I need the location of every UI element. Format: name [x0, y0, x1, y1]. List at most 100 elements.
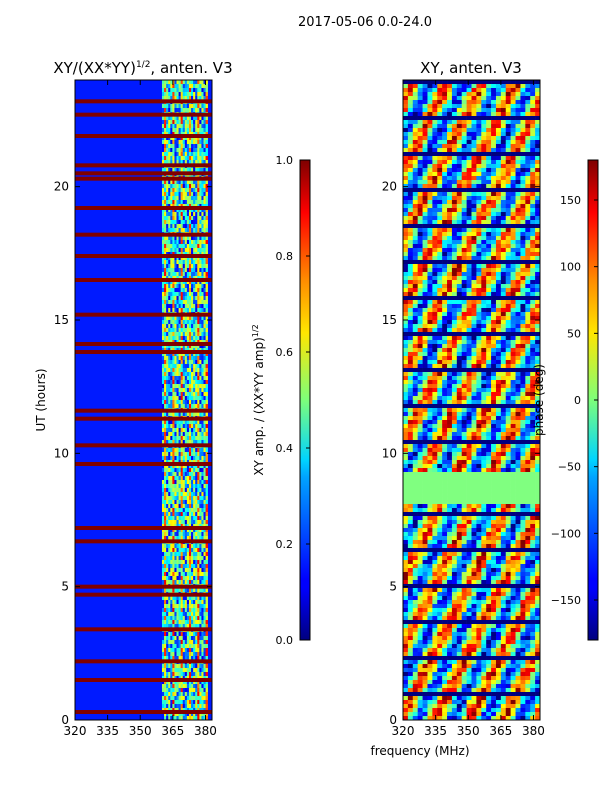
amplitude-cell [205, 632, 208, 637]
phase-cell [407, 256, 414, 261]
amplitude-cell [186, 596, 190, 601]
phase-cell [515, 276, 521, 281]
amplitude-cell [164, 656, 167, 661]
amplitude-cell [184, 420, 188, 425]
amplitude-cell [164, 616, 167, 621]
amplitude-cell [172, 180, 175, 185]
phase-cell [407, 216, 414, 221]
amplitude-cell [170, 436, 173, 441]
amplitude-cell [199, 272, 202, 277]
phase-cell [432, 200, 438, 205]
amplitude-cell [161, 448, 165, 453]
amplitude-cell [203, 420, 206, 425]
amplitude-cell [161, 652, 165, 657]
amplitude-cell [195, 368, 198, 373]
amplitude-cell [193, 556, 196, 561]
amplitude-cell [180, 656, 184, 661]
amplitude-cell [191, 228, 194, 233]
amplitude-cell [195, 636, 198, 641]
amplitude-cell [191, 120, 194, 125]
amplitude-cell [205, 260, 208, 265]
amplitude-cell [199, 364, 202, 369]
amplitude-cell [191, 652, 194, 657]
phase-cell [432, 196, 438, 201]
amplitude-cell [197, 496, 200, 501]
amplitude-cell [201, 296, 204, 301]
amplitude-cell [166, 116, 169, 121]
amplitude-cell [172, 512, 175, 517]
amplitude-cell [182, 664, 186, 669]
amplitude-cell [182, 624, 186, 629]
phase-cell [466, 244, 472, 249]
amplitude-cell [188, 480, 192, 485]
amplitude-cell [201, 588, 204, 593]
phase-cell [486, 180, 492, 185]
amplitude-cell [180, 536, 184, 541]
amplitude-cell [172, 448, 175, 453]
amplitude-cell [205, 332, 208, 337]
amplitude-cell [193, 568, 196, 573]
amplitude-cell [180, 668, 184, 673]
phase-cell [495, 216, 502, 221]
phase-cell [461, 212, 467, 217]
amplitude-cell [178, 600, 181, 605]
amplitude-cell [186, 536, 190, 541]
amplitude-cell [178, 412, 181, 417]
amplitude-cell [172, 80, 175, 85]
phase-cell [515, 236, 521, 241]
amplitude-cell [180, 156, 184, 161]
amplitude-cell [193, 424, 196, 429]
phase-cell [427, 108, 433, 113]
amplitude-cell [178, 128, 181, 133]
amplitude-cell [174, 608, 177, 613]
phase-cell [451, 108, 458, 113]
amplitude-cell [186, 492, 190, 497]
amplitude-cell [186, 356, 190, 361]
phase-cell [447, 156, 453, 161]
amplitude-cell [197, 640, 200, 645]
amplitude-cell [176, 516, 179, 521]
amplitude-cell [170, 556, 173, 561]
phase-cell [535, 136, 541, 141]
amplitude-cell [168, 608, 171, 613]
phase-cell [486, 272, 492, 277]
amplitude-cell [203, 484, 206, 489]
amplitude-cell [195, 496, 198, 501]
amplitude-cell [197, 532, 200, 537]
amplitude-cell [174, 328, 177, 333]
amplitude-cell [203, 712, 206, 717]
phase-cell [505, 256, 511, 261]
amplitude-cell [201, 508, 204, 513]
phase-cell [481, 88, 487, 93]
phase-cell [447, 188, 453, 193]
amplitude-cell [205, 296, 208, 301]
amplitude-cell [166, 104, 169, 109]
amplitude-cell [170, 228, 173, 233]
phase-cell [427, 232, 433, 237]
amplitude-cell [197, 608, 200, 613]
amplitude-cell [182, 288, 186, 293]
amplitude-cell [182, 668, 186, 673]
amplitude-cell [176, 684, 179, 689]
amplitude-cell [178, 104, 181, 109]
amplitude-cell [180, 576, 184, 581]
phase-cell [535, 104, 541, 109]
amplitude-cell [164, 368, 167, 373]
phase-cell [476, 148, 482, 153]
phase-cell [456, 220, 463, 225]
phase-cell [481, 276, 487, 281]
amplitude-cell [166, 140, 169, 145]
amplitude-cell [178, 368, 181, 373]
amplitude-cell [182, 632, 186, 637]
amplitude-cell [205, 180, 208, 185]
amplitude-cell [178, 324, 181, 329]
amplitude-cell [168, 448, 171, 453]
phase-cell [456, 168, 463, 173]
amplitude-cell [203, 364, 206, 369]
amplitude-cell [178, 684, 181, 689]
phase-cell [403, 252, 409, 257]
phase-cell [520, 136, 526, 141]
amplitude-cell [205, 316, 208, 321]
amplitude-cell [188, 160, 192, 165]
amplitude-cell [168, 104, 171, 109]
